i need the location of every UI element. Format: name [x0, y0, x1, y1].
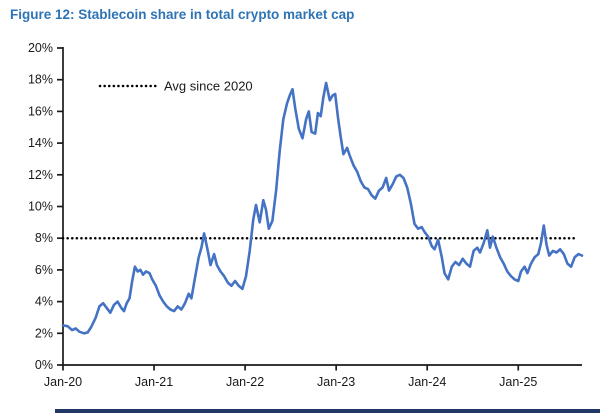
chart-generated-layer: 0% 2% 4% 6% 8% 10% 12% 14% 16% 18% 20% Jan-20 Jan-21… — [28, 41, 584, 389]
y-axis-tick-label: 10% — [28, 200, 53, 214]
y-axis-tick-label: 4% — [35, 295, 53, 309]
stablecoin-share-line — [61, 81, 584, 335]
legend-avg-label: Avg since 2020 — [164, 79, 253, 94]
y-axis-tick-label: 14% — [28, 136, 53, 150]
y-axis-tick-label: 18% — [28, 73, 53, 87]
y-axis-tick-label: 2% — [35, 326, 53, 340]
y-axis-tick-label: 16% — [28, 104, 53, 118]
x-axis-tick-label: Jan-22 — [226, 375, 264, 389]
y-axis-tick-label: 12% — [28, 168, 53, 182]
bottom-page-bar — [55, 409, 600, 413]
x-axis-tick-label: Jan-21 — [135, 375, 173, 389]
x-axis-tick-label: Jan-23 — [317, 375, 355, 389]
figure-title: Figure 12: Stablecoin share in total cry… — [10, 7, 355, 22]
x-axis-tick-label: Jan-25 — [499, 375, 537, 389]
y-axis-tick-label: 6% — [35, 263, 53, 277]
y-axis-tick-label: 20% — [28, 41, 53, 55]
y-axis-tick-label: 0% — [35, 358, 53, 372]
x-axis-tick-label: Jan-20 — [44, 375, 82, 389]
y-axis-tick-label: 8% — [35, 231, 53, 245]
x-axis-tick-label: Jan-24 — [408, 375, 446, 389]
